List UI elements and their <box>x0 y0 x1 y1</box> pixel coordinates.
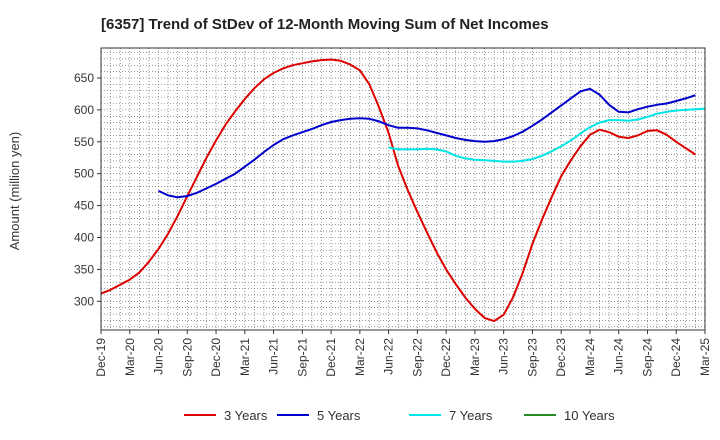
legend-label-7-years: 7 Years <box>449 408 493 423</box>
x-tick-label: Jun-22 <box>382 338 396 375</box>
legend: 3 Years 5 Years 7 Years 10 Years <box>184 408 615 423</box>
legend-label-10-years: 10 Years <box>564 408 615 423</box>
x-tick-label: Sep-23 <box>525 338 539 377</box>
x-tick-label: Sep-21 <box>295 338 309 377</box>
plot-frame <box>100 47 706 331</box>
x-tick-label: Jun-21 <box>267 338 281 375</box>
series-line-3-years <box>100 58 696 323</box>
y-tick-label: 500 <box>74 167 94 181</box>
x-tick-label: Dec-21 <box>324 338 338 377</box>
x-tick-label: Dec-20 <box>209 338 223 377</box>
y-tick-label: 600 <box>74 103 94 117</box>
x-tick-label: Jun-23 <box>497 338 511 375</box>
x-tick-label: Sep-20 <box>180 338 194 377</box>
x-tick-label: Mar-22 <box>353 338 367 376</box>
x-tick-label: Dec-19 <box>94 338 108 377</box>
x-tick-label: Mar-21 <box>238 338 252 376</box>
x-tick-label: Mar-23 <box>468 338 482 376</box>
x-tick-label: Dec-24 <box>669 338 683 377</box>
x-tick-label: Dec-23 <box>554 338 568 377</box>
y-tick-label: 450 <box>74 199 94 213</box>
series-line-5-years <box>158 87 696 199</box>
y-axis-ticks: 300 350 400 450 500 550 600 650 <box>74 71 101 308</box>
x-tick-label: Jun-24 <box>612 338 626 375</box>
x-tick-label: Mar-25 <box>698 338 712 376</box>
y-tick-label: 350 <box>74 262 94 276</box>
x-tick-label: Mar-20 <box>123 338 137 376</box>
y-tick-label: 550 <box>74 135 94 149</box>
series-lines <box>100 58 706 323</box>
y-tick-label: 650 <box>74 71 94 85</box>
series-line-7-years <box>388 107 706 163</box>
x-tick-label: Sep-22 <box>410 338 424 377</box>
legend-label-5-years: 5 Years <box>317 408 361 423</box>
y-tick-label: 300 <box>74 294 94 308</box>
x-tick-label: Mar-24 <box>583 338 597 376</box>
y-axis-label: Amount (million yen) <box>7 132 22 251</box>
x-tick-label: Dec-22 <box>439 338 453 377</box>
x-axis-ticks: Dec-19 Mar-20 Jun-20 Sep-20 Dec-20 Mar-21 Jun-… <box>94 330 712 377</box>
x-tick-label: Jun-20 <box>152 338 166 375</box>
y-tick-label: 400 <box>74 230 94 244</box>
x-tick-label: Sep-24 <box>640 338 654 377</box>
chart-title: [6357] Trend of StDev of 12-Month Moving… <box>101 16 549 33</box>
grid <box>100 48 706 330</box>
legend-label-3-years: 3 Years <box>224 408 268 423</box>
